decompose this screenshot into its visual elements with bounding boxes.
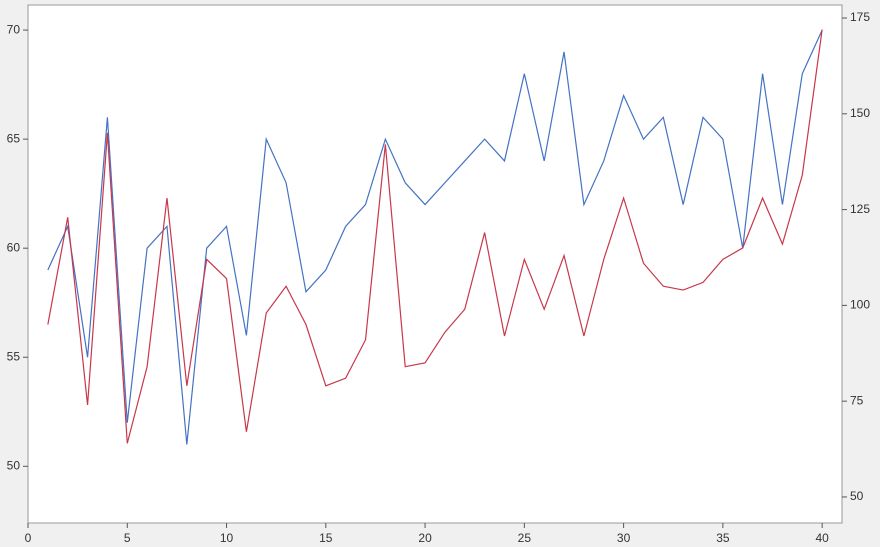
x-tick-label: 5 <box>124 531 131 545</box>
series-line <box>47 29 823 445</box>
x-tick-label: 0 <box>25 531 32 545</box>
y-tick-label: 65 <box>7 131 21 145</box>
y-tick-label: 55 <box>7 349 21 363</box>
x-tick-label: 35 <box>716 531 730 545</box>
y2-tick-label: 150 <box>850 106 870 120</box>
y-tick-label: 50 <box>7 458 21 472</box>
x-tick-label: 40 <box>815 531 829 545</box>
plot-area <box>27 4 843 524</box>
y2-tick-label: 50 <box>850 489 864 503</box>
y-tick-label: 70 <box>7 22 21 36</box>
y2-tick-label: 75 <box>850 393 864 407</box>
series-line <box>47 29 823 444</box>
x-tick-label: 15 <box>319 531 333 545</box>
x-tick-label: 20 <box>418 531 432 545</box>
x-tick-label: 30 <box>617 531 631 545</box>
y2-tick-label: 175 <box>850 10 870 24</box>
x-tick-label: 10 <box>220 531 234 545</box>
x-tick-label: 25 <box>518 531 532 545</box>
y-tick-label: 60 <box>7 240 21 254</box>
y2-tick-label: 125 <box>850 202 870 216</box>
y2-tick-label: 100 <box>850 298 870 312</box>
